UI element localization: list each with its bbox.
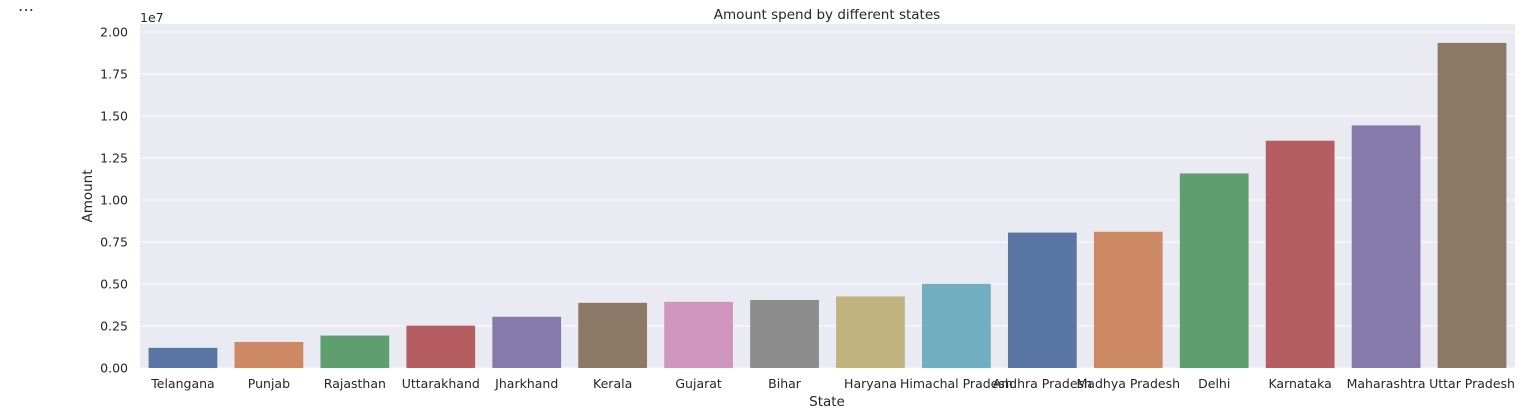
x-tick-label: Madhya Pradesh bbox=[1077, 376, 1181, 391]
x-tick-label: Punjab bbox=[248, 376, 290, 391]
x-tick-labels: Telangana Punjab Rajasthan Uttarakhand Jhark… bbox=[150, 376, 1515, 391]
chart-title: Amount spend by different states bbox=[714, 7, 940, 23]
bar-uttar-pradesh bbox=[1437, 42, 1507, 369]
bar-karnataka bbox=[1265, 140, 1335, 368]
bar-telangana bbox=[148, 347, 218, 368]
y-tick-label: 0.25 bbox=[100, 319, 128, 334]
y-axis-label: Amount bbox=[80, 169, 96, 222]
y-tick-label: 2.00 bbox=[100, 25, 128, 40]
bar-himachal-pradesh bbox=[922, 283, 991, 368]
x-tick-label: Jharkhand bbox=[494, 376, 558, 391]
y-tick-label: 1.50 bbox=[100, 109, 128, 124]
bar-bihar bbox=[750, 299, 819, 368]
bar-maharashtra bbox=[1351, 125, 1421, 369]
x-tick-label: Andhra Pradesh bbox=[993, 376, 1092, 391]
y-tick-label: 1.75 bbox=[100, 67, 128, 82]
y-tick-label: 0.50 bbox=[100, 277, 128, 292]
bar-andhra-pradesh bbox=[1007, 232, 1077, 368]
bar-madhya-pradesh bbox=[1093, 231, 1163, 368]
x-tick-label: Karnataka bbox=[1268, 376, 1331, 391]
bar-jharkhand bbox=[492, 316, 562, 368]
bar-punjab bbox=[234, 341, 304, 368]
x-tick-label: Telangana bbox=[150, 376, 214, 391]
x-tick-label: Delhi bbox=[1198, 376, 1230, 391]
x-tick-label: Uttarakhand bbox=[402, 376, 480, 391]
bar-kerala bbox=[578, 302, 648, 368]
y-tick-label: 1.00 bbox=[100, 193, 128, 208]
x-axis-label: State bbox=[809, 394, 845, 410]
x-tick-label: Kerala bbox=[593, 376, 632, 391]
bars bbox=[148, 42, 1507, 369]
y-tick-label: 1.25 bbox=[100, 151, 128, 166]
x-tick-label: Rajasthan bbox=[324, 376, 386, 391]
bar-uttarakhand bbox=[406, 325, 476, 368]
y-tick-label: 0.75 bbox=[100, 235, 128, 250]
x-tick-label: Uttar Pradesh bbox=[1429, 376, 1515, 391]
cell-collapse-indicator[interactable]: … bbox=[18, 0, 35, 15]
x-tick-label: Bihar bbox=[768, 376, 802, 391]
y-tick-label: 0.00 bbox=[100, 361, 128, 376]
y-offset-label: 1e7 bbox=[140, 10, 164, 25]
x-tick-label: Himachal Pradesh bbox=[900, 376, 1013, 391]
bar-rajasthan bbox=[320, 335, 390, 368]
x-tick-label: Haryana bbox=[844, 376, 897, 391]
x-tick-label: Gujarat bbox=[675, 376, 722, 391]
y-tick-labels: 0.00 0.25 0.50 0.75 1.00 1.25 1.50 1.75 2.00 bbox=[100, 25, 128, 376]
bar-delhi bbox=[1179, 173, 1249, 368]
bar-haryana bbox=[836, 296, 905, 368]
bar-gujarat bbox=[664, 301, 733, 368]
x-tick-label: Maharashtra bbox=[1347, 376, 1426, 391]
